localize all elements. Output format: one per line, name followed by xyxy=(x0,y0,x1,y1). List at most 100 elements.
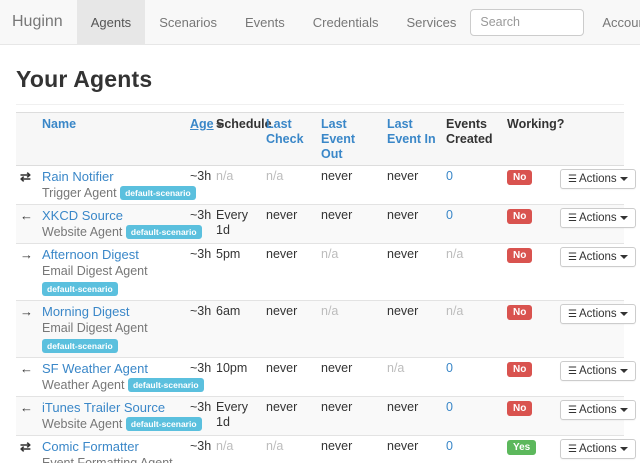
scenario-badge[interactable]: default-scenario xyxy=(120,186,196,201)
scenario-badge[interactable]: default-scenario xyxy=(125,417,202,432)
schedule-cell: n/a xyxy=(212,165,262,206)
agent-name-link[interactable]: XKCD Source xyxy=(42,208,123,224)
table-row: ⇄ Comic Formatter Event Formatting Agent… xyxy=(16,435,636,463)
transfer-icon: ⇄ xyxy=(20,439,31,455)
brand-link[interactable]: Huginn xyxy=(12,13,63,30)
events-created-link[interactable]: n/a xyxy=(446,304,464,319)
chevron-down-icon xyxy=(619,408,628,413)
actions-dropdown-button[interactable]: ☰ Actions xyxy=(560,208,636,229)
list-icon: ☰ xyxy=(568,405,577,417)
actions-dropdown-button[interactable]: ☰ Actions xyxy=(560,247,636,268)
actions-dropdown-button[interactable]: ☰ Actions xyxy=(560,361,636,382)
working-badge: Yes xyxy=(507,440,537,456)
working-badge: No xyxy=(507,248,533,264)
table-header-row: Name Age Schedule Last Check Last Event … xyxy=(16,111,624,167)
last-event-out-cell: n/a xyxy=(317,243,383,302)
chevron-down-icon xyxy=(619,177,628,182)
list-icon: ☰ xyxy=(568,174,577,186)
list-icon: ☰ xyxy=(568,213,577,225)
arrow-left-icon: ← xyxy=(20,208,33,224)
working-column-header: Working? xyxy=(503,111,564,167)
agent-type: Email Digest Agent xyxy=(42,321,148,336)
sort-by-last-event-out-link[interactable]: Last Event Out xyxy=(321,117,356,161)
scenario-badge[interactable]: default-scenario xyxy=(42,282,118,297)
last-check-cell: never xyxy=(262,357,317,398)
agent-name-link[interactable]: iTunes Trailer Source xyxy=(42,400,166,416)
events-created-link[interactable]: 0 xyxy=(446,169,453,184)
chevron-down-icon xyxy=(619,369,628,374)
sort-by-name-link[interactable]: Name xyxy=(42,117,77,131)
agent-type: Event Formatting Agent xyxy=(42,456,182,463)
account-menu[interactable]: Account xyxy=(602,15,640,30)
schedule-cell: Every 1d xyxy=(212,204,262,245)
agent-type: Website Agent default-scenario xyxy=(42,417,202,432)
list-icon: ☰ xyxy=(568,309,577,321)
arrow-right-icon: → xyxy=(20,247,33,263)
sort-by-age-link[interactable]: Age xyxy=(190,117,214,131)
main-nav: Agents Scenarios Events Credentials Serv… xyxy=(76,0,471,44)
last-check-cell: never xyxy=(262,300,317,359)
last-check-cell: never xyxy=(262,396,317,437)
last-event-out-cell: never xyxy=(317,204,383,245)
actions-dropdown-button[interactable]: ☰ Actions xyxy=(560,304,636,325)
arrow-left-icon: ← xyxy=(20,400,33,416)
search-input[interactable] xyxy=(470,8,585,36)
sort-by-last-check-link[interactable]: Last Check xyxy=(266,117,304,146)
actions-dropdown-button[interactable]: ☰ Actions xyxy=(560,169,636,190)
scenario-badge[interactable]: default-scenario xyxy=(127,378,204,393)
actions-dropdown-button[interactable]: ☰ Actions xyxy=(560,439,636,460)
chevron-down-icon xyxy=(619,447,628,452)
working-badge: No xyxy=(507,362,533,378)
agent-name-link[interactable]: Comic Formatter xyxy=(42,439,139,455)
main-content: Your Agents Name Age Schedule Last Check… xyxy=(0,66,640,463)
agent-name-link[interactable]: Afternoon Digest xyxy=(42,247,139,263)
last-event-in-column-header: Last Event In xyxy=(383,111,442,167)
chevron-down-icon xyxy=(619,216,628,221)
actions-dropdown-button[interactable]: ☰ Actions xyxy=(560,400,636,421)
events-created-link[interactable]: 0 xyxy=(446,400,453,415)
events-created-column-header: Events Created xyxy=(442,111,503,167)
nav-item-services[interactable]: Services xyxy=(406,14,457,30)
sort-by-last-event-in-link[interactable]: Last Event In xyxy=(387,117,436,146)
schedule-cell: Every 1d xyxy=(212,396,262,437)
last-check-column-header: Last Check xyxy=(262,111,317,167)
events-created-link[interactable]: n/a xyxy=(446,247,464,262)
nav-item-agents[interactable]: Agents xyxy=(76,0,146,44)
agent-name-link[interactable]: Rain Notifier xyxy=(42,169,114,185)
age-cell: ~3h xyxy=(186,165,212,206)
age-cell: ~3h xyxy=(186,435,212,463)
arrow-right-icon: → xyxy=(20,304,33,320)
agent-name-link[interactable]: SF Weather Agent xyxy=(42,361,148,377)
events-created-link[interactable]: 0 xyxy=(446,361,453,376)
age-cell: ~3h xyxy=(186,243,212,302)
working-badge: No xyxy=(507,209,533,225)
agents-table: Name Age Schedule Last Check Last Event … xyxy=(16,111,636,463)
table-row: → Afternoon Digest Email Digest Agent de… xyxy=(16,243,636,302)
list-icon: ☰ xyxy=(568,366,577,378)
navbar-right: Account xyxy=(470,0,640,44)
list-icon: ☰ xyxy=(568,252,577,264)
nav-item-events[interactable]: Events xyxy=(245,14,285,30)
agent-type: Trigger Agent default-scenario xyxy=(42,186,196,201)
schedule-column-header: Schedule xyxy=(212,111,272,167)
nav-item-scenarios[interactable]: Scenarios xyxy=(159,14,217,30)
account-label: Account xyxy=(602,14,640,30)
events-created-link[interactable]: 0 xyxy=(446,439,453,454)
actions-column-header xyxy=(556,111,624,167)
last-event-out-cell: never xyxy=(317,357,383,398)
last-event-in-cell: never xyxy=(383,243,442,302)
agent-type: Email Digest Agent xyxy=(42,264,148,279)
events-created-link[interactable]: 0 xyxy=(446,208,453,223)
last-check-cell: n/a xyxy=(262,165,317,206)
arrow-left-icon: ← xyxy=(20,361,33,377)
scenario-badge[interactable]: default-scenario xyxy=(125,225,202,240)
icon-column-header xyxy=(16,111,38,167)
nav-item-credentials[interactable]: Credentials xyxy=(312,14,379,30)
name-column-header: Name xyxy=(38,111,186,167)
scenario-badge[interactable]: default-scenario xyxy=(42,339,118,354)
agent-name-link[interactable]: Morning Digest xyxy=(42,304,130,320)
age-cell: ~3h xyxy=(186,300,212,359)
schedule-cell: n/a xyxy=(212,435,262,463)
schedule-cell: 5pm xyxy=(212,243,262,302)
table-row: ← iTunes Trailer Source Website Agent de… xyxy=(16,396,636,437)
